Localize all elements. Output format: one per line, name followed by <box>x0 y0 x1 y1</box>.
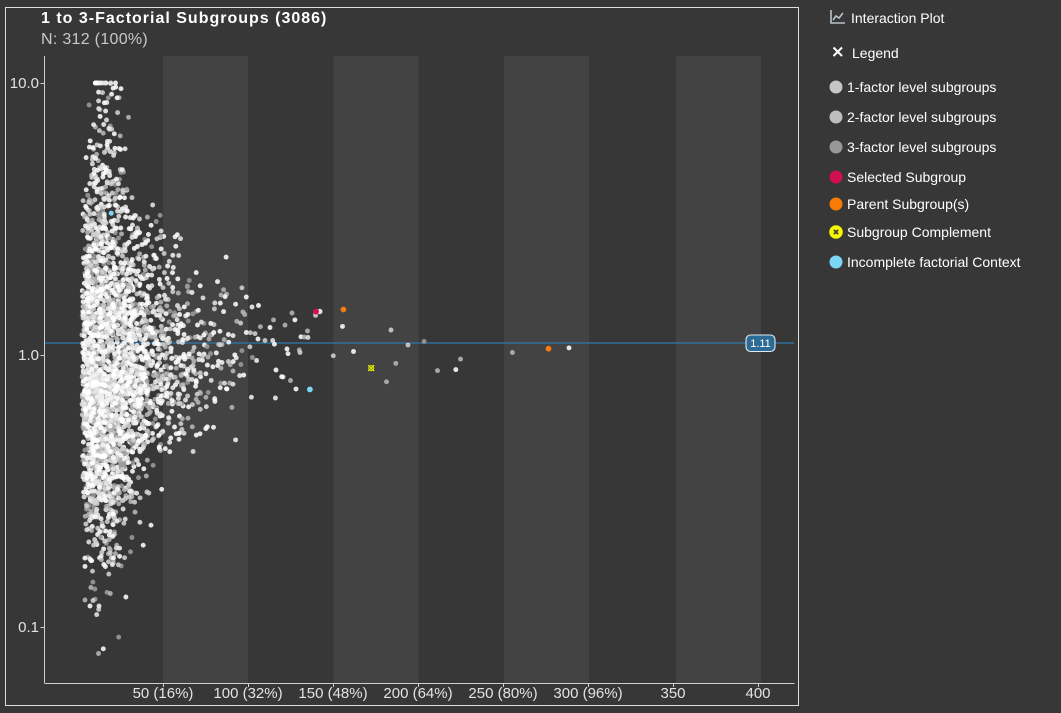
svg-text:1.11: 1.11 <box>750 338 771 350</box>
